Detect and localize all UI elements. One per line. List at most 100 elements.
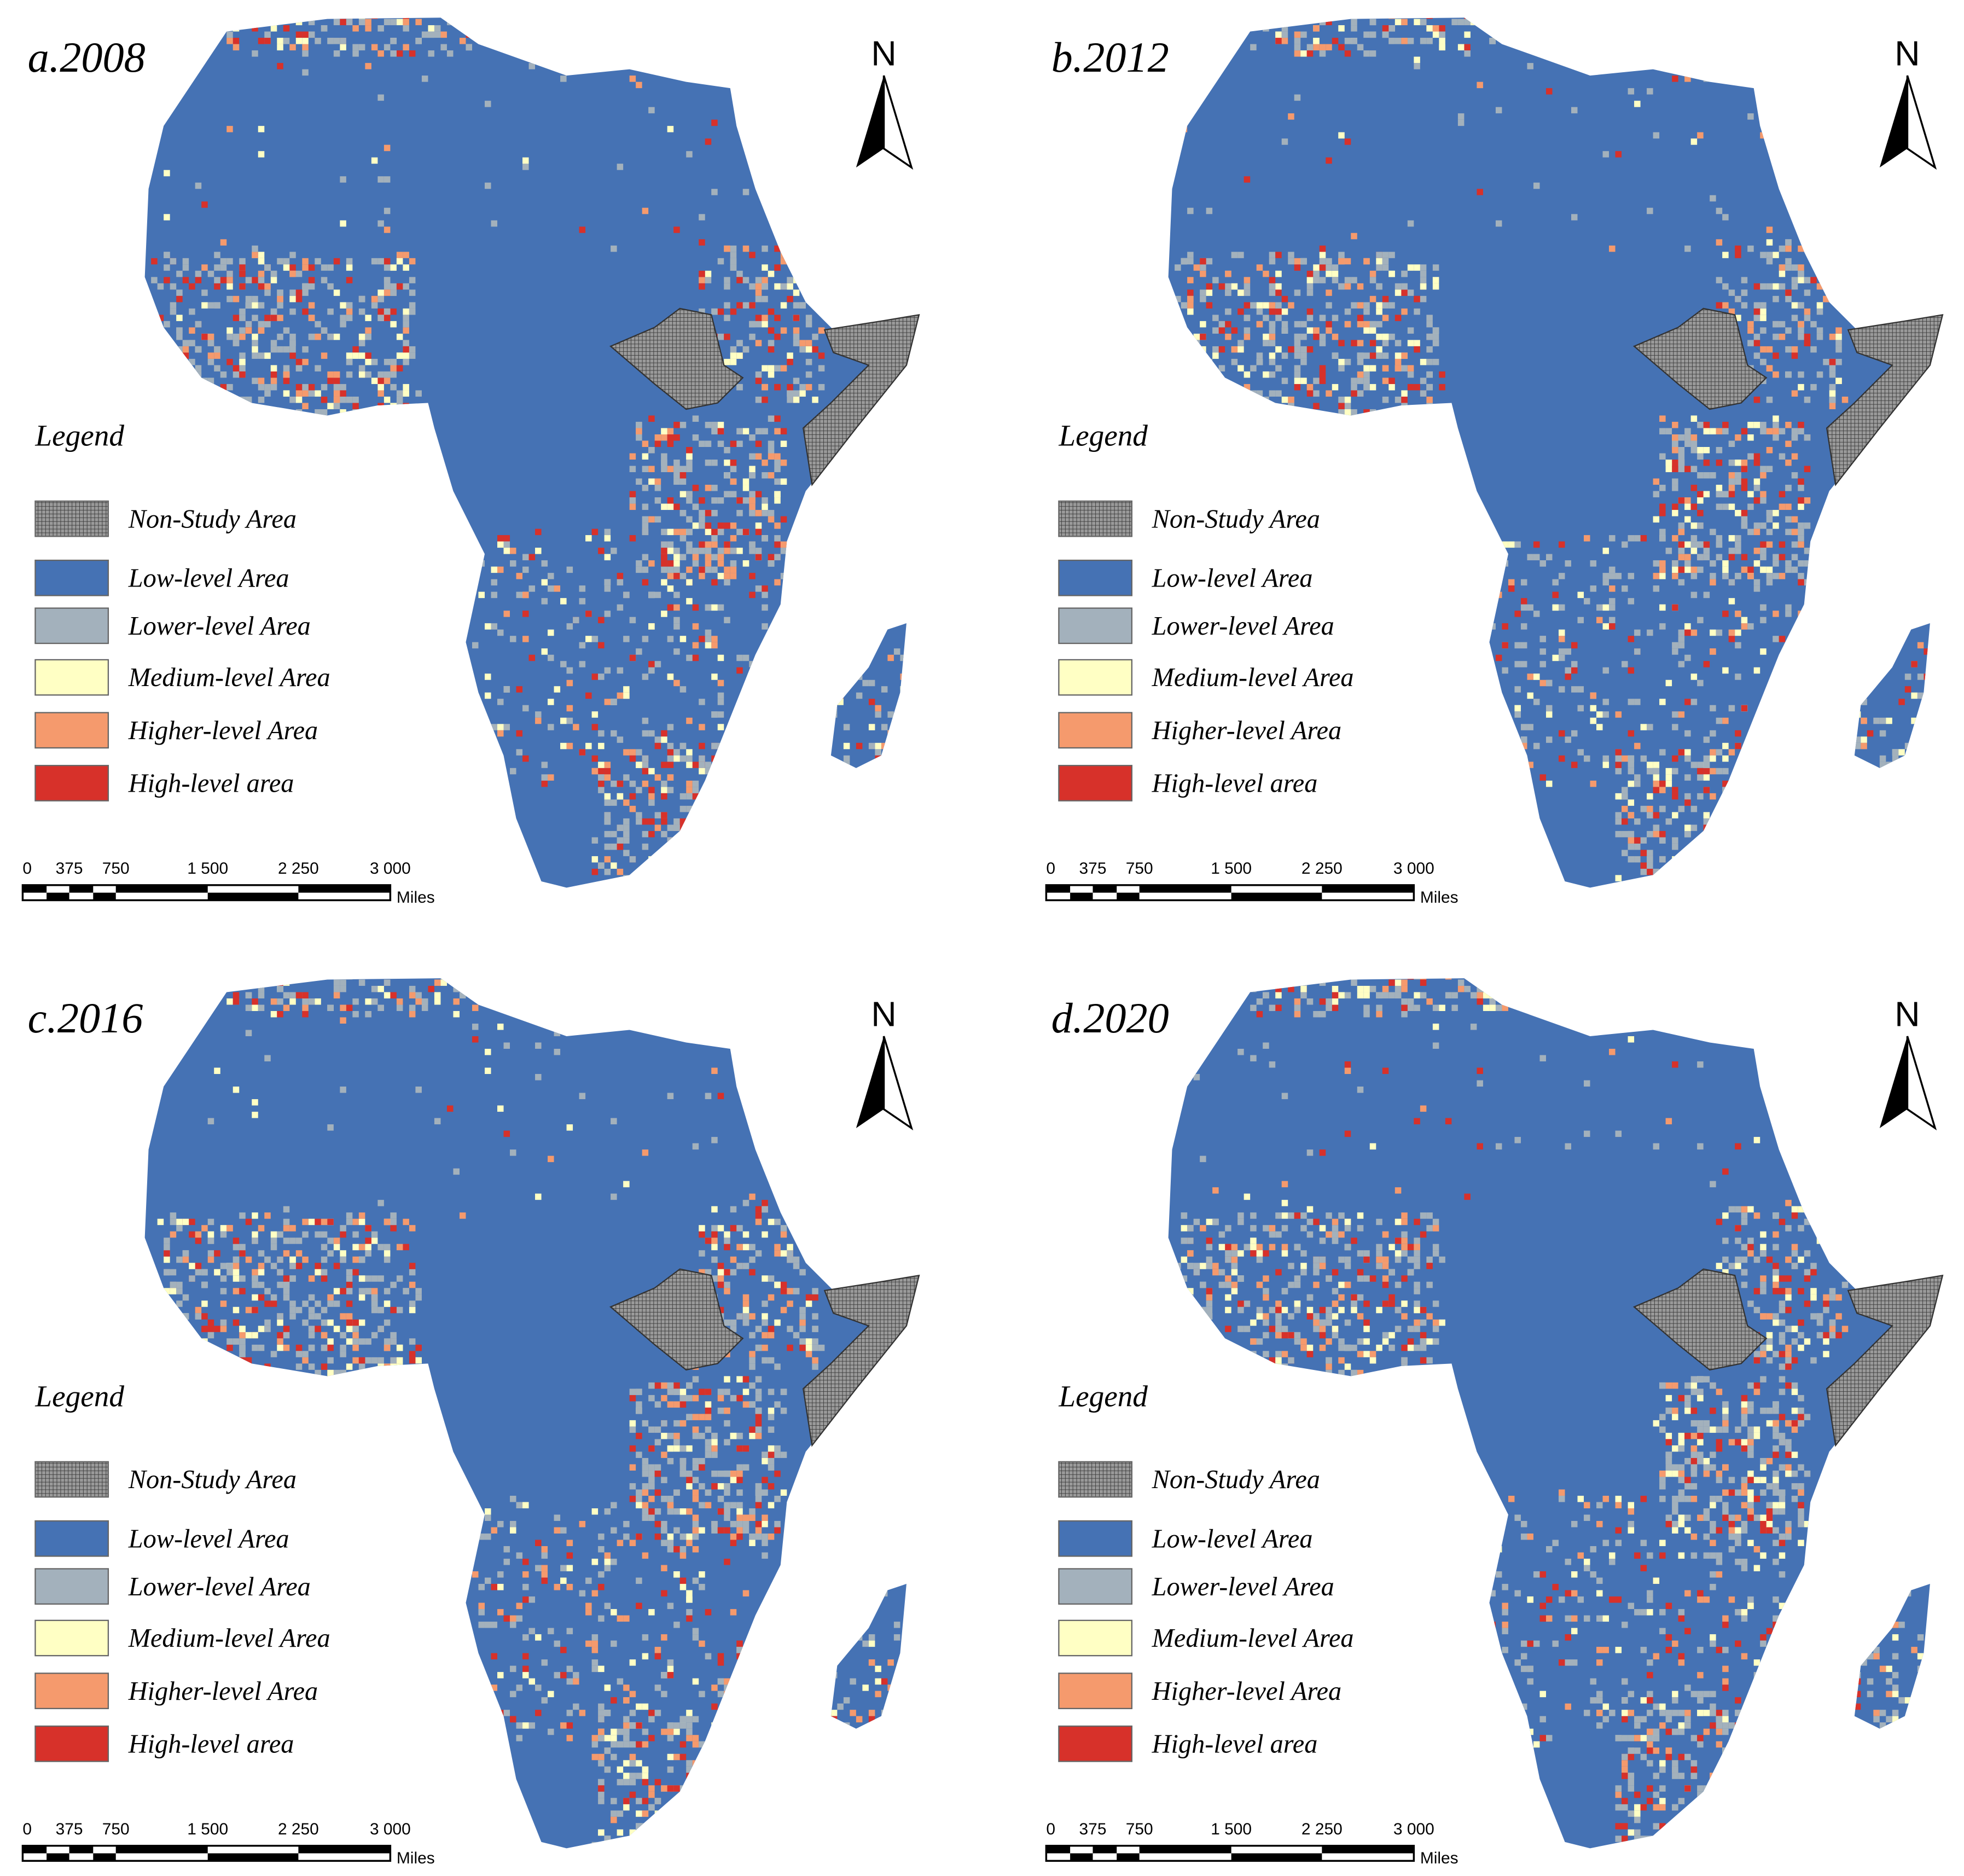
raster-cell bbox=[623, 1181, 630, 1188]
raster-cell bbox=[516, 730, 523, 737]
raster-cell bbox=[717, 1508, 724, 1515]
raster-cell bbox=[295, 358, 303, 365]
raster-cell bbox=[686, 1735, 693, 1741]
raster-cell bbox=[1892, 762, 1899, 768]
raster-cell bbox=[579, 642, 586, 649]
raster-cell bbox=[654, 440, 661, 447]
raster-cell bbox=[1376, 1256, 1382, 1263]
raster-cell bbox=[850, 667, 856, 674]
raster-cell bbox=[724, 491, 730, 498]
raster-cell bbox=[742, 1319, 749, 1326]
raster-cell bbox=[1344, 277, 1351, 283]
raster-cell bbox=[856, 673, 863, 680]
raster-cell bbox=[1426, 315, 1433, 321]
raster-cell bbox=[1225, 384, 1231, 391]
legend-swatch bbox=[34, 1568, 109, 1605]
raster-cell bbox=[1690, 566, 1698, 573]
raster-cell bbox=[667, 1457, 674, 1465]
raster-cell bbox=[1710, 793, 1716, 800]
raster-cell bbox=[673, 1489, 680, 1496]
raster-cell bbox=[1622, 541, 1628, 548]
raster-cell bbox=[1634, 837, 1641, 844]
raster-cell bbox=[604, 799, 611, 806]
raster-cell bbox=[283, 979, 290, 986]
raster-cell bbox=[1653, 573, 1660, 579]
raster-cell bbox=[176, 390, 183, 397]
raster-cell bbox=[327, 308, 334, 315]
raster-cell bbox=[1678, 579, 1685, 586]
raster-cell bbox=[1785, 528, 1792, 536]
raster-cell bbox=[1193, 1269, 1200, 1276]
raster-cell bbox=[1773, 371, 1779, 378]
raster-cell bbox=[717, 421, 724, 428]
raster-cell bbox=[780, 1451, 787, 1458]
raster-cell bbox=[742, 1376, 749, 1383]
raster-cell bbox=[352, 352, 359, 359]
raster-cell bbox=[535, 1565, 542, 1572]
raster-cell bbox=[1332, 1332, 1339, 1339]
raster-cell bbox=[176, 289, 183, 296]
raster-cell bbox=[352, 403, 359, 409]
raster-cell bbox=[1263, 340, 1269, 346]
raster-cell bbox=[1432, 327, 1439, 334]
raster-cell bbox=[1716, 554, 1723, 561]
raster-cell bbox=[667, 528, 674, 536]
raster-cell bbox=[548, 1728, 554, 1735]
raster-cell bbox=[1678, 528, 1685, 536]
raster-cell bbox=[1269, 1244, 1276, 1251]
raster-cell bbox=[824, 654, 831, 661]
raster-cell bbox=[699, 516, 705, 523]
raster-cell bbox=[295, 409, 303, 416]
raster-cell bbox=[793, 396, 800, 403]
raster-cell bbox=[774, 1319, 781, 1326]
raster-cell bbox=[510, 548, 516, 554]
raster-cell bbox=[636, 1432, 642, 1439]
raster-cell bbox=[245, 327, 252, 334]
raster-cell bbox=[762, 1344, 768, 1351]
raster-cell bbox=[1628, 755, 1635, 762]
raster-cell bbox=[352, 1319, 359, 1326]
raster-cell bbox=[711, 1206, 718, 1213]
raster-cell bbox=[270, 1300, 277, 1307]
raster-cell bbox=[1773, 428, 1779, 434]
raster-cell bbox=[491, 1622, 498, 1628]
raster-cell bbox=[705, 1017, 712, 1024]
raster-cell bbox=[1791, 528, 1798, 536]
raster-cell bbox=[774, 579, 781, 586]
raster-cell bbox=[1841, 742, 1849, 750]
raster-cell bbox=[377, 1369, 384, 1376]
panel-title: c.2016 bbox=[28, 994, 143, 1042]
raster-cell bbox=[667, 742, 674, 750]
raster-cell bbox=[774, 774, 781, 781]
raster-cell bbox=[1269, 277, 1276, 283]
raster-cell bbox=[1376, 302, 1382, 309]
raster-cell bbox=[157, 1319, 164, 1326]
raster-cell bbox=[742, 1389, 749, 1395]
raster-cell bbox=[868, 642, 875, 649]
raster-cell bbox=[768, 1332, 775, 1339]
raster-cell bbox=[768, 1407, 775, 1414]
raster-cell bbox=[1363, 377, 1370, 384]
raster-cell bbox=[749, 1030, 756, 1036]
raster-cell bbox=[787, 1344, 793, 1351]
raster-cell bbox=[1401, 396, 1408, 403]
raster-cell bbox=[1590, 560, 1597, 567]
raster-cell bbox=[1527, 673, 1533, 680]
raster-cell bbox=[642, 522, 649, 529]
raster-cell bbox=[390, 371, 397, 378]
raster-cell bbox=[1690, 447, 1698, 454]
raster-cell bbox=[648, 868, 655, 875]
raster-cell bbox=[1791, 390, 1798, 397]
raster-cell bbox=[1237, 1218, 1244, 1226]
raster-cell bbox=[1647, 868, 1653, 875]
raster-cell bbox=[195, 1269, 202, 1276]
raster-cell bbox=[673, 818, 680, 825]
raster-cell bbox=[648, 466, 655, 473]
raster-cell bbox=[1212, 315, 1219, 321]
raster-cell bbox=[711, 119, 718, 126]
raster-cell bbox=[667, 755, 674, 762]
raster-cell bbox=[383, 1363, 391, 1370]
raster-cell bbox=[164, 252, 170, 258]
raster-cell bbox=[390, 50, 397, 57]
raster-cell bbox=[1237, 252, 1244, 258]
